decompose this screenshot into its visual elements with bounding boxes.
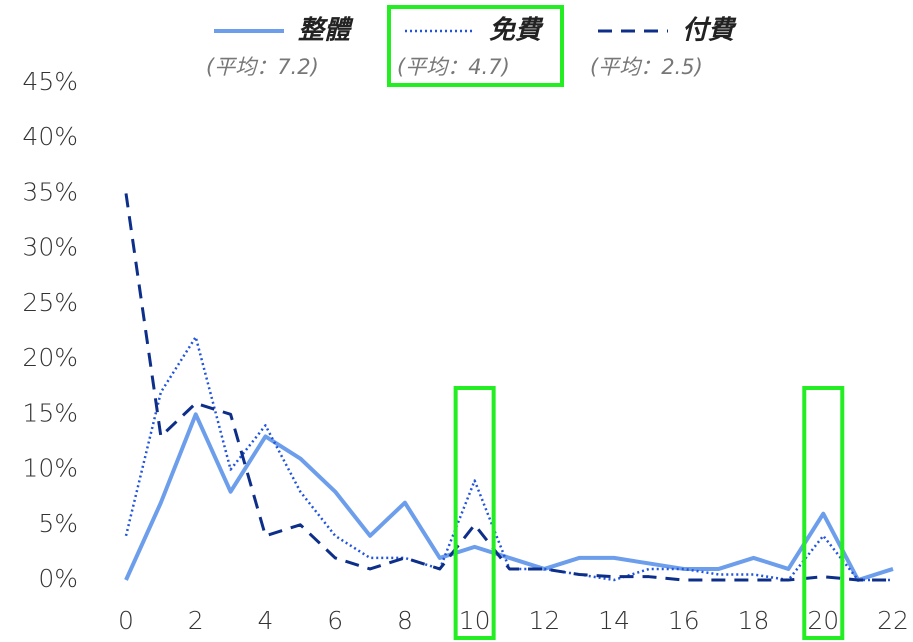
y-tick-label: 5% xyxy=(38,509,78,538)
highlight-box xyxy=(802,386,845,640)
series-line xyxy=(124,412,894,582)
y-tick-label: 0% xyxy=(38,564,78,593)
x-tick-label: 8 xyxy=(397,606,413,635)
legend-highlight xyxy=(387,5,564,87)
x-tick-label: 22 xyxy=(877,606,909,635)
y-tick-label: 10% xyxy=(22,454,78,483)
y-tick-label: 20% xyxy=(22,343,78,372)
legend-average: (平均：2.5) xyxy=(590,55,703,79)
x-tick-label: 0 xyxy=(118,606,134,635)
x-tick-label: 2 xyxy=(188,606,204,635)
x-tick-label: 16 xyxy=(668,606,700,635)
y-tick-label: 40% xyxy=(22,122,78,151)
y-tick-label: 30% xyxy=(22,233,78,262)
x-tick-label: 12 xyxy=(528,606,560,635)
series-line xyxy=(124,193,893,582)
legend-average: (平均：4.7) xyxy=(397,55,510,79)
y-tick-label: 25% xyxy=(22,288,78,317)
legend-label: 付費 xyxy=(682,16,737,46)
x-tick-label: 20 xyxy=(807,606,839,635)
x-tick-label: 14 xyxy=(598,606,630,635)
y-tick-label: 35% xyxy=(22,177,78,206)
series-line xyxy=(124,335,893,582)
x-tick-label: 10 xyxy=(459,606,491,635)
legend-label: 免費 xyxy=(489,16,544,46)
y-tick-label: 15% xyxy=(22,398,78,427)
x-tick-label: 4 xyxy=(258,606,274,635)
x-tick-label: 6 xyxy=(327,606,343,635)
x-tick-label: 18 xyxy=(738,606,770,635)
highlight-box xyxy=(453,386,496,640)
legend-label: 整體 xyxy=(298,16,354,46)
y-tick-label: 45% xyxy=(22,67,78,96)
legend-average: (平均：7.2) xyxy=(206,55,319,79)
